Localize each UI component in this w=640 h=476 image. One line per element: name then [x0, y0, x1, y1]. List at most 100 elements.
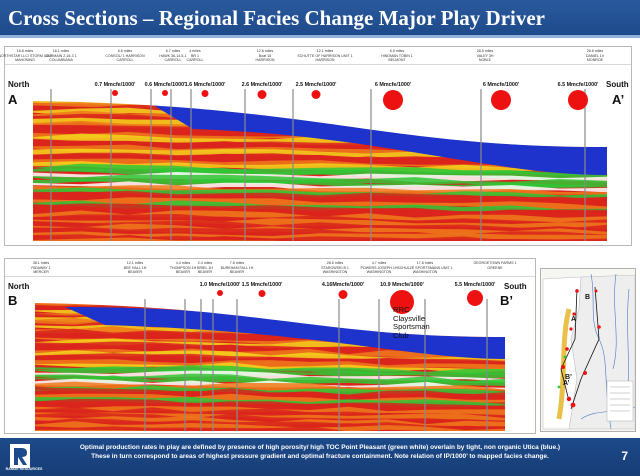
well-header-area: BEAVER: [175, 270, 191, 274]
well-header-miles: 12.1 miles: [126, 261, 144, 265]
facies-band: [33, 234, 607, 241]
callout-line: Sportsman: [393, 322, 430, 332]
well-header: 4 miles BR 1 CARROLL: [187, 49, 204, 63]
south-label-a: South: [606, 80, 629, 89]
well-header: 28.5 miles VALEY 3H NOBLE: [477, 49, 494, 63]
section-top-mask: [33, 89, 607, 147]
well-header: 12.1 miles SCHUTTE OF HARRISON UNIT 1 HARR…: [297, 49, 352, 63]
well-header: 6.6 miles CONSOL/ 1 HARRISON CARROLL: [105, 49, 144, 63]
well-header-area: CARROLL: [116, 58, 134, 62]
well-header-miles: 18.8 miles: [16, 49, 34, 53]
well-header-miles: 28.5 miles: [476, 49, 494, 53]
well-header: 4.4 miles THOMPSON 1H BEAVER: [170, 261, 196, 275]
section-b-start-letter: B: [8, 293, 18, 308]
facies-band: [33, 197, 607, 210]
ip-rate-label: 5.5 Mmcfe/1000': [454, 282, 496, 288]
well-header-miles: 2.4 miles: [197, 261, 213, 265]
well-header-area: NOBLE: [478, 58, 492, 62]
well-header-well: GERMAIN 2-16-3 1: [45, 53, 77, 58]
well-header-area: BEAVER: [127, 270, 143, 274]
ip-rate-dot: [112, 90, 118, 96]
section-a-end-letter: A’: [612, 92, 625, 107]
well-header: 16.1 miles GERMAIN 2-16-3 1 COLUMBIANA: [45, 49, 76, 63]
facies-band: [35, 348, 505, 358]
ip-rate-label: 10.9 Mmcfe/1000': [380, 282, 424, 288]
ip-rate-label: 1.0 Mmcfe/1000': [199, 282, 241, 288]
well-header-miles: 17.6 miles: [416, 261, 434, 265]
facies-band: [33, 161, 607, 173]
section-b-end-letter: B’: [500, 293, 513, 308]
well-header: 4.7 miles POWERS JOSEPH 1H WASHINGTON: [361, 261, 398, 275]
well-header-miles: 28.6 miles: [326, 261, 344, 265]
well-header-miles: 16.1 miles: [52, 49, 70, 53]
well-header: 6.7 miles HAWK 36-14-5-1 CARROLL: [159, 49, 186, 63]
utica-blue-facies: [65, 307, 505, 359]
facies-band: [35, 398, 505, 410]
section-top-mask: [35, 299, 505, 337]
ip-rate-label: 1.6 Mmcfe/1000': [184, 82, 226, 88]
range-resources-logo-icon: [10, 444, 30, 468]
ip-rate-dot: [311, 90, 321, 99]
logo-text: RANGE RESOURCES: [5, 467, 43, 471]
cross-section-a-plot: [33, 89, 607, 241]
well-header: 17.6 miles SCHULZE SPORTSMANS UNIT 1 WASHI…: [397, 261, 452, 275]
well-header-well: POWERS JOSEPH 1H: [360, 265, 398, 270]
ip-rate-dot: [390, 290, 414, 314]
well-header-well: HAWK 36-14-5-1: [159, 53, 187, 58]
facies-band: [33, 200, 607, 213]
well-header-miles: 26.6 miles: [586, 49, 604, 53]
ip-rate-label: 0.7 Mmcfe/1000': [94, 82, 136, 88]
well-header: 6.5 miles HINDMAN TOBIN 1 BELMONT: [381, 49, 413, 63]
well-header-miles: 7.6 miles: [229, 261, 245, 265]
well-header: 12.6 miles Boat 15 HARRISON: [256, 49, 275, 63]
ip-rate-dot: [217, 290, 223, 296]
well-header-area: BELMONT: [388, 58, 406, 62]
ip-rate-label: 2.5 Mmcfe/1000': [295, 82, 337, 88]
well-header-area: CARROLL: [186, 58, 204, 62]
map-label-b: B: [585, 294, 590, 301]
well-header-well: GEORGETOWN FARMS 1: [473, 261, 517, 265]
facies-band: [33, 153, 607, 167]
well-header-well: RIDAWAY 1: [31, 265, 51, 270]
well-header-area: WASHINGTON: [366, 270, 392, 274]
ip-rate-dot: [162, 90, 168, 96]
callout-line: Club: [393, 330, 409, 340]
ip-rate-label: 6.5 Mmcfe/1000': [557, 82, 599, 88]
well-header-area: WASHINGTON: [322, 270, 348, 274]
well-header-miles: 4 miles: [189, 49, 201, 53]
ip-rate-dot: [201, 90, 209, 97]
well-header-area: HARRISON: [315, 58, 335, 62]
facies-band: [33, 237, 283, 241]
ip-rate-label: 6 Mmcfe/1000': [374, 82, 412, 88]
north-label-b: North: [8, 282, 30, 291]
location-map: B A A’ B’: [541, 269, 635, 431]
facies-band: [35, 426, 394, 431]
title-bar: Cross Sections – Regional Facies Change …: [0, 0, 640, 38]
south-label-b: South: [504, 282, 527, 291]
well-header-area: GREENE: [487, 265, 503, 270]
well-header-well: CONSOL/ 1 HARRISON: [105, 53, 145, 58]
well-header: GEORGETOWN FARMS 1 GREENE: [473, 261, 516, 270]
map-label-a-prime: A’: [563, 380, 570, 387]
north-label-a: North: [8, 80, 30, 89]
ip-rate-dot: [258, 290, 266, 297]
ip-rate-label: 1.5 Mmcfe/1000': [241, 282, 283, 288]
well-header-area: MAHONING: [15, 58, 35, 62]
well-header-area: BEAVER: [229, 270, 245, 274]
ip-rate-label: 2.6 Mmcfe/1000': [241, 82, 283, 88]
facies-band: [35, 373, 505, 384]
ip-rate-dot: [257, 90, 267, 99]
facies-band: [33, 172, 607, 183]
well-header-strip-a: 18.8 miles NORTHSTAR LLC/ STORM 1D-4 MAHON…: [0, 47, 631, 65]
well-header: 7.6 miles BURKHAM FALL 1H BEAVER: [221, 261, 254, 275]
cross-section-b-panel: 38.1 miles RIDAWAY 1 MERCER 12.1 miles BEE H…: [4, 258, 536, 434]
slide-title: Cross Sections – Regional Facies Change …: [8, 6, 545, 30]
well-header-miles: 4.7 miles: [371, 261, 387, 265]
footer-bar: RANGE RESOURCES Optimal production rates…: [0, 438, 640, 476]
well-header-well: BEE HALL 1H: [123, 265, 147, 270]
facies-band: [35, 365, 505, 376]
page-number: 7: [621, 449, 628, 463]
facies-band: [35, 381, 505, 393]
ip-rate-dot: [338, 290, 348, 299]
well-header-well: Boat 15: [258, 53, 272, 58]
